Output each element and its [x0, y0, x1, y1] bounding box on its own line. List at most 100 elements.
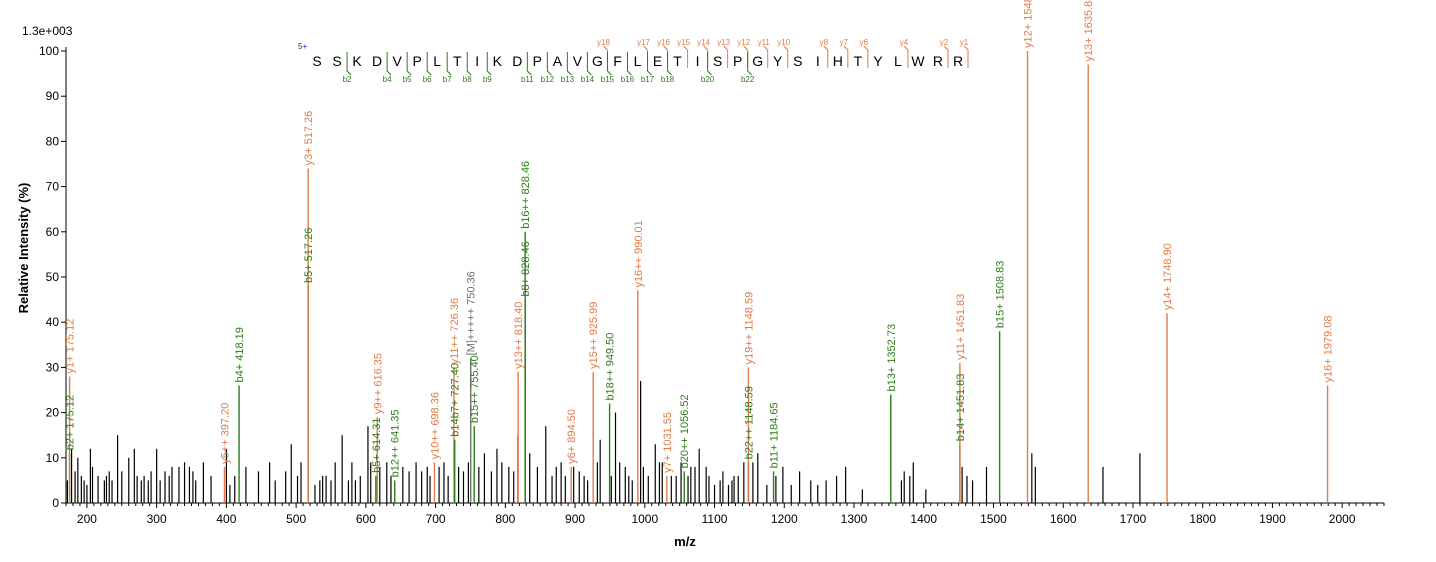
y-tick-label: 20 — [46, 406, 60, 420]
y-fragment-mark — [683, 45, 689, 68]
residue: E — [653, 53, 662, 69]
y-fragment-mark — [603, 45, 608, 68]
residue: P — [533, 53, 542, 69]
peak-label: y11++ 726.36 — [449, 298, 461, 364]
b-fragment-mark — [526, 52, 532, 76]
b-fragment-mark — [606, 52, 612, 76]
residue: V — [573, 53, 583, 69]
y-fragment-label: y6 — [860, 38, 869, 47]
y-fragment-label: y4 — [900, 38, 909, 47]
peak-label: b5+ 614.31 — [371, 418, 383, 473]
residue: L — [433, 53, 441, 69]
peak-label: b20++ 1056.52 — [679, 394, 691, 468]
peak-label: b12++ 641.35 — [390, 409, 402, 477]
peak-label: y5++ 397.20 — [219, 403, 231, 464]
x-axis-title: m/z — [674, 534, 696, 549]
peak-label: y15++ 925.99 — [588, 302, 600, 369]
b-fragment-mark — [707, 52, 712, 76]
b-fragment-label: b11 — [521, 75, 534, 84]
y-fragment-label: y7 — [840, 38, 849, 47]
peak-label: y10++ 698.36 — [429, 392, 441, 459]
y-fragment-label: y12 — [737, 38, 750, 47]
b-fragment-mark — [647, 52, 652, 76]
b-fragment-mark — [667, 52, 672, 76]
b-fragment-label: b22 — [741, 75, 755, 84]
precursor-charge: 5+ — [298, 42, 307, 51]
peak-label: b22++ 1148.59 — [743, 386, 755, 459]
y-fragment-mark — [863, 45, 869, 68]
peak-label: b16++ 828.46 — [520, 161, 532, 229]
residue: L — [634, 53, 642, 69]
y-tick-label: 0 — [52, 496, 59, 510]
b-fragment-mark — [426, 52, 432, 76]
peak-label: y16+ 1979.08 — [1323, 315, 1335, 382]
residue: W — [911, 53, 925, 69]
residue: T — [854, 53, 863, 69]
residue: T — [453, 53, 462, 69]
b-fragment-label: b9 — [483, 75, 492, 84]
b-fragment-label: b2 — [343, 75, 352, 84]
residue: I — [816, 53, 820, 69]
residue: R — [953, 53, 963, 69]
y-tick-label: 90 — [46, 89, 60, 103]
peak-label: b15+ 1508.83 — [995, 261, 1007, 329]
residue: I — [696, 53, 700, 69]
residue: Y — [873, 53, 883, 69]
b-fragment-mark — [747, 52, 753, 76]
y-fragment-label: y8 — [820, 38, 829, 47]
peak-label: y1+ 175.12 — [65, 319, 77, 374]
y-tick-label: 100 — [39, 44, 59, 58]
x-tick-label: 1500 — [980, 512, 1007, 526]
y-tick-label: 70 — [46, 180, 60, 194]
y-fragment-mark — [743, 45, 749, 68]
y-fragment-mark — [643, 45, 649, 68]
b-fragment-label: b4 — [383, 75, 392, 84]
y-fragment-mark — [703, 45, 709, 68]
y-fragment-label: y1 — [960, 38, 969, 47]
b-fragment-mark — [566, 52, 572, 76]
peak-label: y13+ 1635.84 — [1083, 0, 1095, 62]
x-tick-label: 600 — [356, 512, 376, 526]
peak-label: b5+ 517.26 — [303, 228, 315, 283]
peak-label: y19++ 1148.59 — [743, 292, 755, 365]
peak-label: b11+ 1184.65 — [769, 402, 781, 468]
y-tick-label: 80 — [46, 134, 60, 148]
peak-label: y11+ 1451.83 — [955, 294, 967, 360]
x-tick-label: 400 — [216, 512, 236, 526]
residue: S — [312, 53, 321, 69]
b-fragment-label: b5 — [403, 75, 412, 84]
b-fragment-mark — [626, 52, 632, 76]
y-fragment-label: y15 — [677, 38, 690, 47]
peak-label: y6+ 894.50 — [566, 409, 578, 464]
y-fragment-mark — [783, 45, 789, 68]
y-fragment-mark — [963, 45, 969, 68]
peak-label: b8+ 828.46 — [520, 241, 532, 296]
x-tick-label: 800 — [495, 512, 515, 526]
peak-label: y16++ 990.01 — [633, 220, 645, 287]
residue: S — [332, 53, 341, 69]
y-fragment-label: y16 — [657, 38, 670, 47]
y-fragment-label: y17 — [637, 38, 650, 47]
b-fragment-label: b20 — [701, 75, 715, 84]
b-fragment-mark — [586, 52, 592, 76]
b-fragment-label: b6 — [423, 75, 432, 84]
residue: L — [894, 53, 902, 69]
b-fragment-label: b18 — [661, 75, 675, 84]
residue: T — [673, 53, 682, 69]
x-tick-label: 1600 — [1050, 512, 1077, 526]
residue: I — [475, 53, 479, 69]
y-tick-label: 30 — [46, 360, 60, 374]
peak-label: b14+ 1451.83 — [955, 374, 967, 442]
y-fragment-label: y2 — [940, 38, 949, 47]
x-tick-label: 1200 — [771, 512, 798, 526]
peak-label: [M]+++++ 750.36 — [466, 271, 478, 355]
y-fragment-mark — [763, 45, 769, 68]
peak-label: b13+ 1352.73 — [886, 324, 898, 392]
x-tick-label: 1300 — [841, 512, 868, 526]
y-fragment-mark — [943, 45, 949, 68]
y-fragment-label: y13 — [717, 38, 730, 47]
peaks — [66, 51, 1329, 503]
y-fragment-mark — [723, 45, 729, 68]
